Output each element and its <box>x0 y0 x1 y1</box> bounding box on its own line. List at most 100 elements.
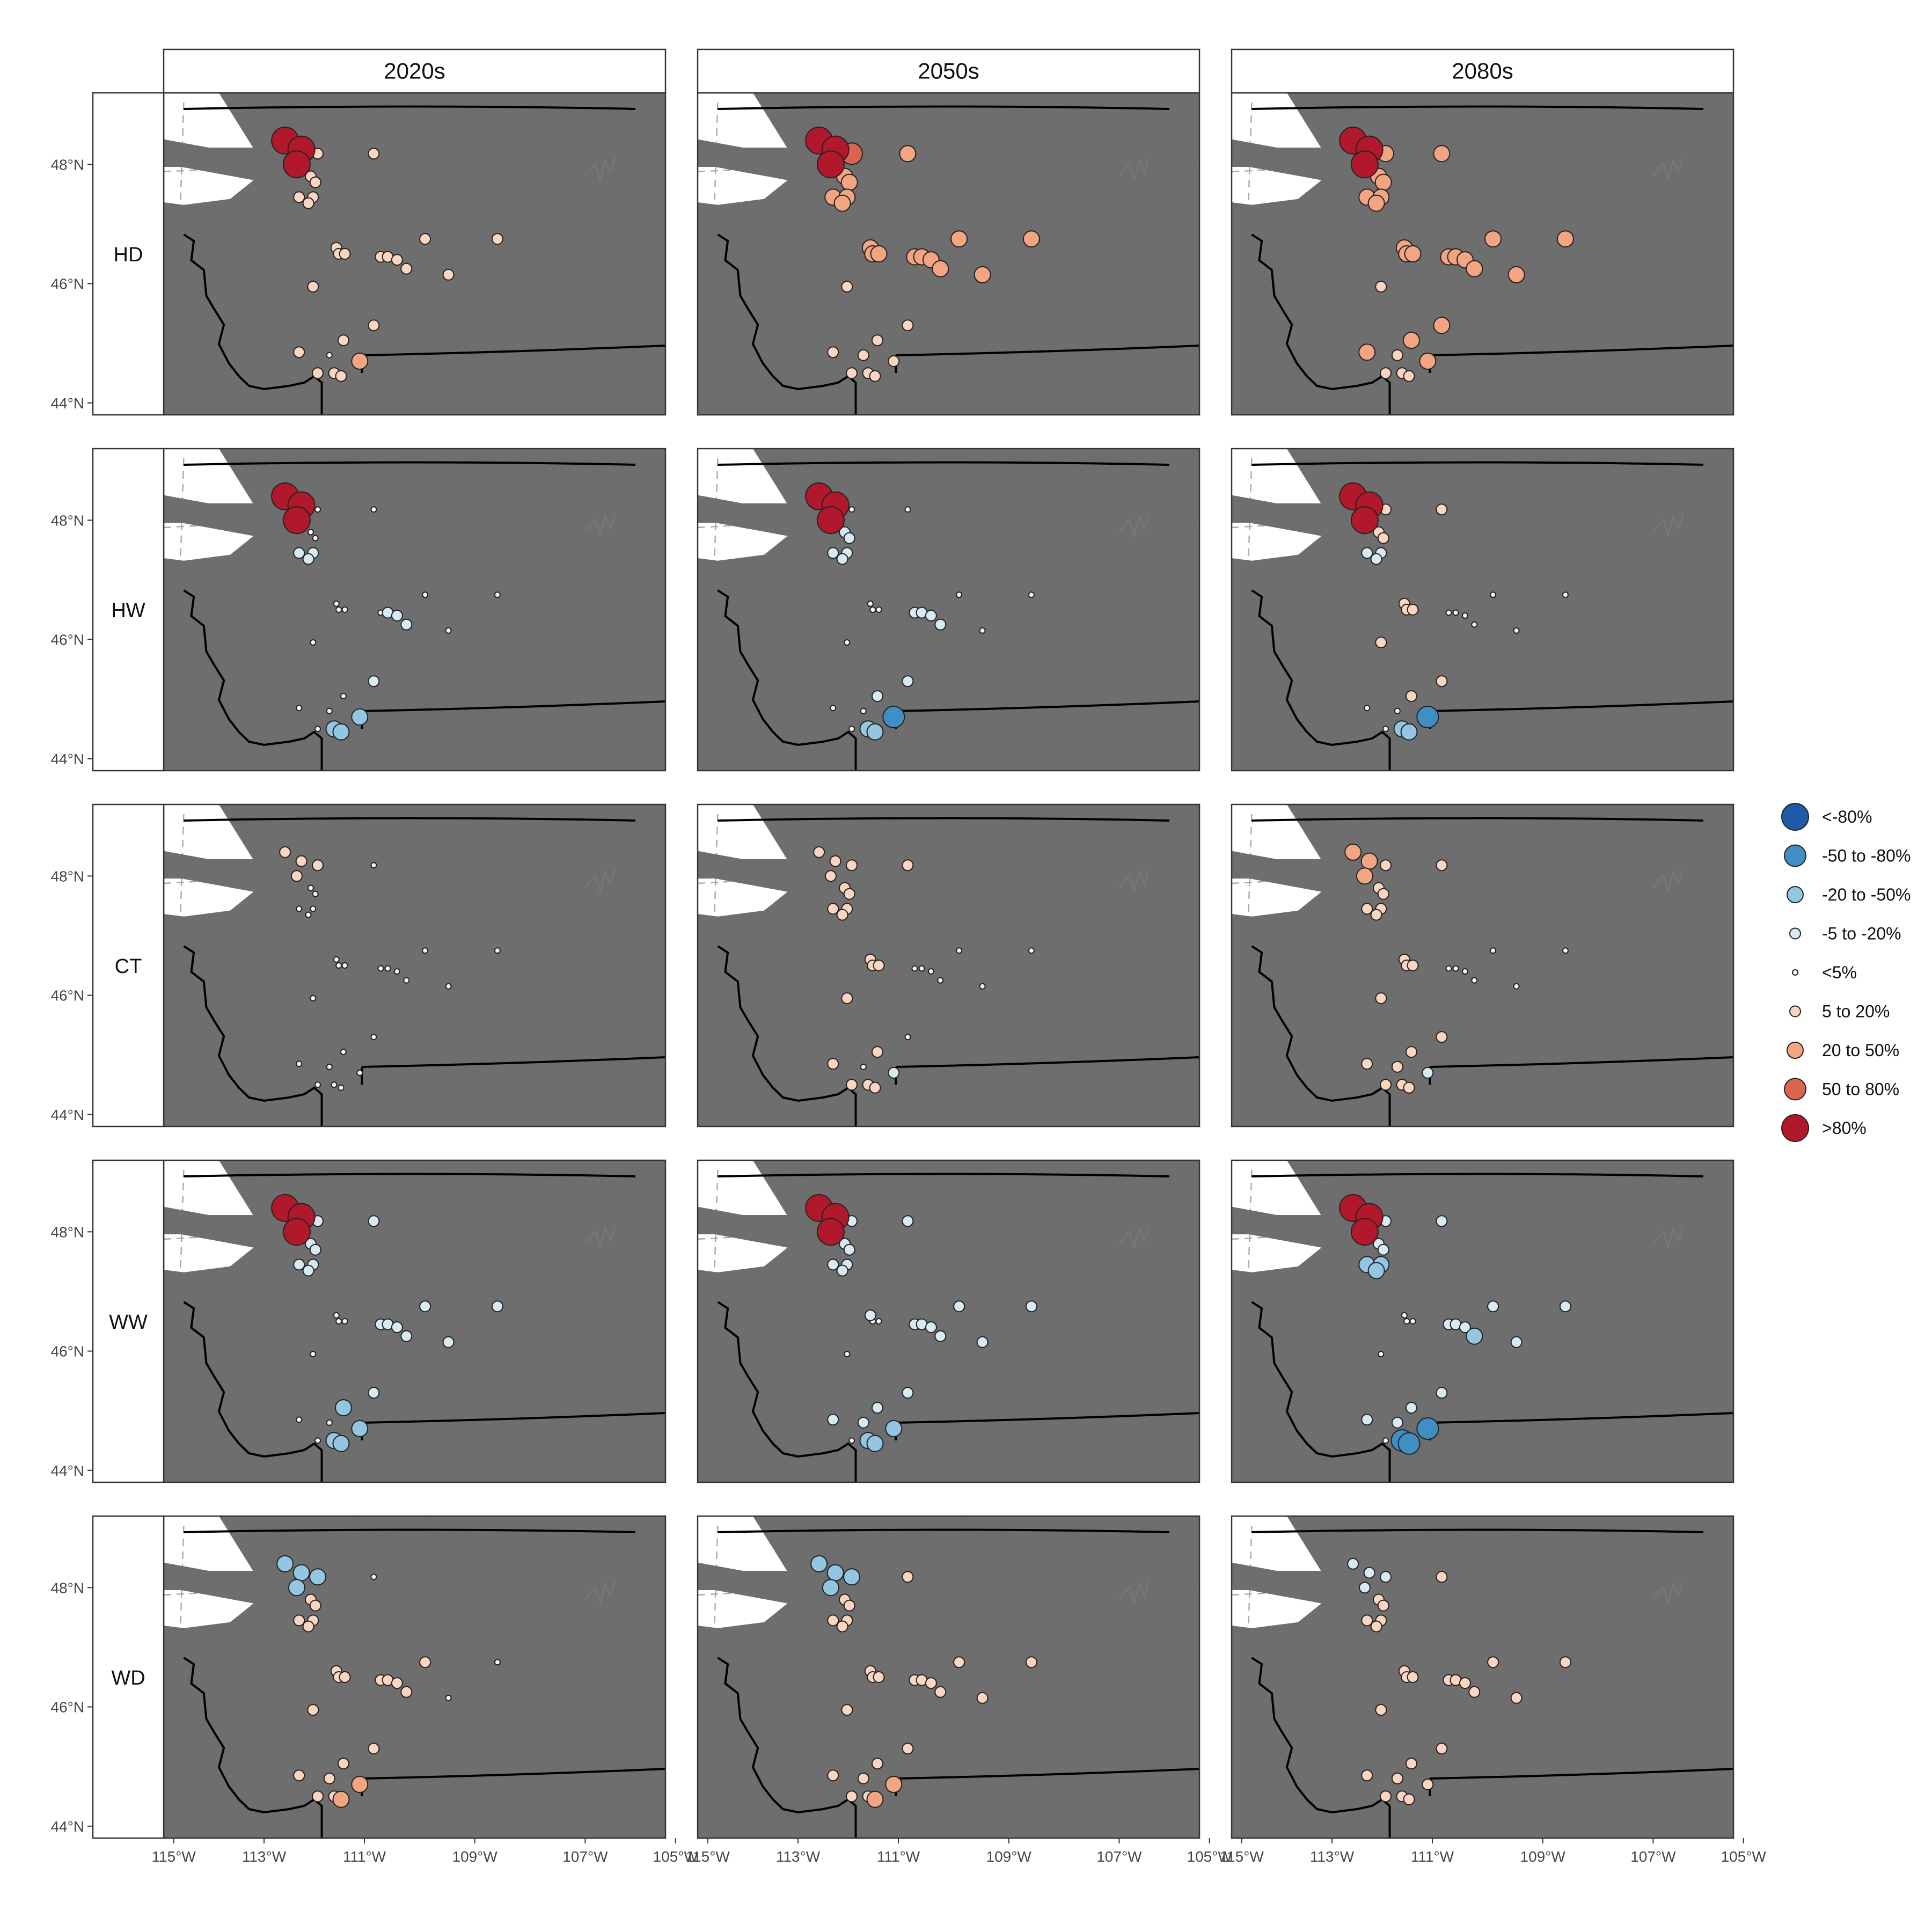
station-marker <box>1490 591 1497 598</box>
legend-label: -20 to -50% <box>1822 885 1911 904</box>
station-marker <box>494 591 501 598</box>
station-marker <box>932 260 949 277</box>
station-marker <box>393 968 400 975</box>
station-marker <box>333 1312 340 1319</box>
station-marker <box>956 947 963 954</box>
map-canvas <box>698 1516 1199 1838</box>
station-marker <box>419 1300 431 1313</box>
station-marker <box>309 176 321 188</box>
canada-border <box>184 818 635 821</box>
station-marker <box>844 639 851 646</box>
station-marker <box>925 1677 937 1689</box>
idaho-border <box>718 946 855 1126</box>
facet-strips: 2020s 2050s 2080s HD HW CT WW WD <box>92 48 1735 1839</box>
station-marker <box>282 150 311 179</box>
lat-tick-label: 48°N <box>50 156 84 173</box>
station-marker <box>827 1058 839 1070</box>
station-marker <box>400 618 413 631</box>
map-panels <box>163 92 1735 1839</box>
station-marker <box>1422 1779 1434 1790</box>
station-marker <box>840 173 858 191</box>
map-canvas <box>698 93 1199 415</box>
station-marker <box>869 370 881 382</box>
station-marker <box>288 1579 305 1597</box>
station-marker <box>871 334 883 347</box>
panel-border <box>697 448 1201 772</box>
station-marker <box>827 1414 839 1426</box>
lon-tick-label: 113°W <box>776 1848 821 1865</box>
row-strip <box>92 1159 165 1483</box>
panel-border <box>1231 1515 1735 1839</box>
reservoir-shoreline <box>1119 869 1149 891</box>
station-marker <box>836 1264 848 1277</box>
legend-swatch <box>1784 844 1806 867</box>
map-canvas <box>698 449 1199 771</box>
lat-tick-label: 46°N <box>50 276 84 292</box>
station-marker <box>836 909 848 921</box>
lon-tick-label: 105°W <box>1721 1848 1767 1865</box>
station-marker <box>976 1692 989 1704</box>
station-marker <box>1380 859 1392 872</box>
station-marker <box>368 148 380 160</box>
map-panel-HW-2050s <box>697 448 1201 772</box>
map-canvas <box>1232 1160 1733 1482</box>
lat-tick-label: 48°N <box>50 1579 84 1596</box>
station-marker <box>1490 947 1497 954</box>
idaho-border <box>1252 235 1389 415</box>
station-marker <box>422 947 429 954</box>
rivers <box>229 1555 605 1806</box>
station-marker <box>1407 604 1419 616</box>
station-marker <box>902 1215 914 1227</box>
canada-border <box>1252 1174 1703 1177</box>
station-marker <box>293 191 305 203</box>
station-marker <box>341 962 348 969</box>
station-marker <box>334 1399 352 1417</box>
station-marker <box>902 1743 914 1755</box>
station-marker <box>1382 1437 1389 1444</box>
rivers <box>763 843 1139 1094</box>
lat-tick-label: 48°N <box>50 1224 84 1240</box>
station-marker <box>1391 349 1403 361</box>
canada-border <box>718 1530 1169 1533</box>
wyoming-border <box>362 1057 665 1085</box>
station-marker <box>869 606 876 613</box>
state-borders <box>1252 463 1733 771</box>
station-marker <box>1028 591 1035 598</box>
map-panel-CT-2080s <box>1231 803 1735 1128</box>
lon-tick-label: 113°W <box>1310 1848 1355 1865</box>
station-marker <box>927 968 934 975</box>
legend-label: >80% <box>1822 1118 1867 1138</box>
legend-swatch <box>1784 1078 1806 1101</box>
station-marker <box>338 1084 345 1091</box>
map-canvas <box>1232 1516 1733 1838</box>
reservoir-shoreline <box>1119 157 1149 180</box>
station-marker <box>370 862 377 869</box>
station-marker <box>368 1387 380 1399</box>
row-strip <box>92 92 165 416</box>
station-marker <box>1484 230 1502 248</box>
station-marker <box>934 1330 947 1342</box>
station-marker <box>1409 1318 1416 1324</box>
station-marker <box>312 859 324 872</box>
station-marker <box>843 532 855 544</box>
station-marker <box>1419 353 1437 370</box>
station-marker <box>332 723 350 741</box>
reservoir-shoreline <box>1653 1225 1683 1247</box>
row-strip-label: WD <box>111 1667 145 1689</box>
station-marker <box>857 349 869 361</box>
station-marker <box>867 600 874 607</box>
station-marker <box>1347 1557 1359 1570</box>
station-marker <box>351 1420 369 1437</box>
station-marker <box>341 606 348 613</box>
station-marker <box>833 194 851 212</box>
station-marker <box>276 1555 294 1572</box>
station-marker <box>904 506 911 513</box>
station-marker <box>864 1309 876 1321</box>
legend-label: <5% <box>1822 963 1857 982</box>
station-marker <box>918 965 925 972</box>
station-marker <box>873 960 885 971</box>
station-marker <box>1377 532 1389 544</box>
station-marker <box>1436 1571 1448 1583</box>
station-marker <box>841 992 853 1005</box>
station-marker <box>857 1416 869 1429</box>
